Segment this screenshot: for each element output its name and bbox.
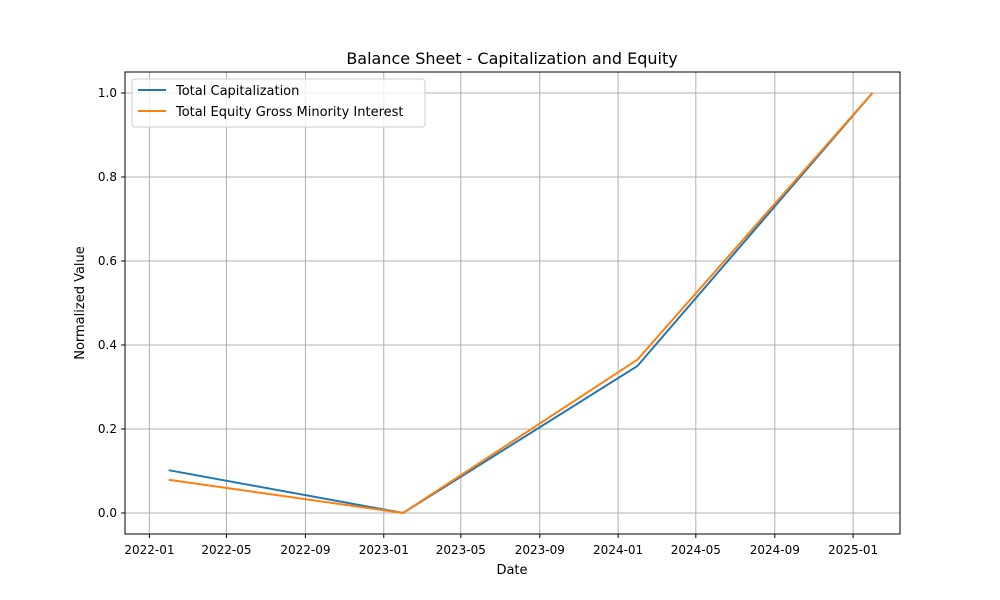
x-axis-ticks: 2022-01 2022-05 2022-09 2023-01 2023-05 2023-… — [124, 534, 878, 557]
legend-box — [131, 78, 426, 128]
legend: Total Capitalization Total Equity Gross … — [131, 78, 426, 128]
series-line-0 — [168, 92, 874, 514]
x-axis-label: Date — [496, 563, 527, 578]
x-tick-label: 2024-09 — [750, 543, 800, 557]
y-tick-label: 0.2 — [98, 422, 117, 436]
x-tick-label: 2023-01 — [359, 543, 409, 557]
series-lines — [168, 92, 874, 514]
y-tick-label: 0.4 — [98, 338, 117, 352]
x-tick-label: 2022-09 — [280, 543, 330, 557]
x-tick-label: 2023-09 — [515, 543, 565, 557]
x-tick-label: 2025-01 — [828, 543, 878, 557]
y-tick-label: 1.0 — [98, 86, 117, 100]
series-line-1 — [168, 92, 874, 514]
legend-label-total-capitalization: Total Capitalization — [175, 84, 299, 99]
y-tick-label: 0.8 — [98, 170, 117, 184]
y-tick-label: 0.0 — [98, 506, 117, 520]
x-tick-label: 2024-05 — [671, 543, 721, 557]
x-tick-label: 2023-05 — [436, 543, 486, 557]
chart-title: Balance Sheet - Capitalization and Equit… — [346, 49, 677, 68]
plot-frame — [124, 71, 901, 535]
legend-label-total-equity: Total Equity Gross Minority Interest — [175, 105, 404, 120]
x-tick-label: 2022-05 — [201, 543, 251, 557]
x-tick-label: 2022-01 — [124, 543, 174, 557]
y-tick-label: 0.6 — [98, 254, 117, 268]
x-tick-label: 2024-01 — [593, 543, 643, 557]
y-axis-ticks: 0.0 0.2 0.4 0.6 0.8 1.0 — [98, 86, 125, 520]
y-axis-label: Normalized Value — [73, 246, 88, 360]
